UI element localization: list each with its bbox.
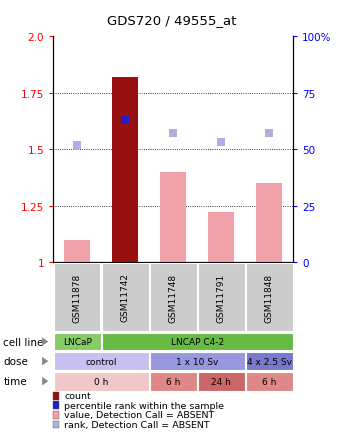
Text: GSM11748: GSM11748 [169, 273, 178, 322]
Text: 6 h: 6 h [166, 377, 180, 386]
Text: time: time [3, 376, 27, 386]
Bar [208, 213, 235, 263]
Text: cell line: cell line [3, 337, 44, 347]
Text: GSM11878: GSM11878 [73, 273, 82, 322]
Text: rank, Detection Call = ABSENT: rank, Detection Call = ABSENT [64, 420, 210, 429]
Text: GSM11791: GSM11791 [217, 273, 226, 322]
Point [218, 139, 224, 146]
Bar [160, 172, 187, 263]
Bar [64, 240, 91, 263]
Text: LNCaP: LNCaP [63, 337, 92, 346]
Text: 1 x 10 Sv: 1 x 10 Sv [176, 357, 218, 366]
Text: GDS720 / 49555_at: GDS720 / 49555_at [107, 14, 236, 27]
Text: dose: dose [3, 356, 28, 366]
Point [74, 142, 80, 149]
Text: GSM11848: GSM11848 [265, 273, 274, 322]
Text: control: control [85, 357, 117, 366]
Text: GSM11742: GSM11742 [121, 273, 130, 322]
Text: count: count [64, 391, 91, 400]
Text: value, Detection Call = ABSENT: value, Detection Call = ABSENT [64, 411, 215, 419]
Text: LNCAP C4-2: LNCAP C4-2 [171, 337, 224, 346]
Text: 24 h: 24 h [211, 377, 231, 386]
Point [267, 131, 272, 138]
Point [170, 131, 176, 138]
Bar [112, 78, 138, 263]
Text: 4 x 2.5 Sv: 4 x 2.5 Sv [247, 357, 292, 366]
Bar [256, 184, 283, 263]
Text: 0 h: 0 h [94, 377, 108, 386]
Point [122, 117, 128, 124]
Text: 6 h: 6 h [262, 377, 276, 386]
Text: percentile rank within the sample: percentile rank within the sample [64, 401, 224, 410]
